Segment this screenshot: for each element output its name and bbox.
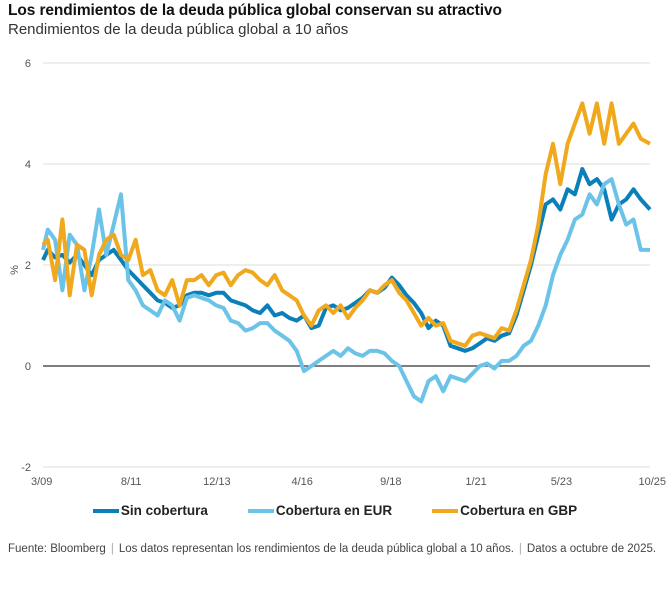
chart-title: Los rendimientos de la deuda pública glo…	[8, 2, 502, 19]
x-tick-label: 8/11	[121, 476, 142, 488]
legend-swatch	[92, 508, 119, 513]
date-text: Datos a octubre de 2025.	[526, 543, 657, 555]
legend: Sin cobertura Cobertura en EUR Cobertura…	[0, 503, 670, 518]
legend-label: Cobertura en GBP	[460, 503, 578, 518]
legend-item-cobertura-gbp: Cobertura en GBP	[432, 503, 577, 518]
x-tick-label: 12/13	[203, 476, 231, 488]
note-text: Los datos representan los rendimientos d…	[118, 543, 514, 555]
series-line-2	[41, 101, 651, 348]
x-axis-ticks: 3/09 8/11 12/13 4/16 9/18 1/21 5/23 10/25	[31, 476, 666, 488]
legend-item-sin-cobertura: Sin cobertura	[92, 503, 208, 518]
y-tick-label: 0	[25, 361, 31, 373]
separator: |	[110, 543, 114, 555]
x-tick-label: 1/21	[465, 476, 486, 488]
legend-item-cobertura-eur: Cobertura en EUR	[247, 503, 393, 518]
y-axis-ticks: -2 0 2 4 6	[21, 58, 31, 474]
y-tick-label: 2	[25, 260, 31, 272]
y-tick-label: 6	[25, 58, 31, 70]
line-chart: -2 0 2 4 6 3/09 8/11 12/13 4/16 9/18 1/21 5/23 10/2…	[9, 58, 666, 488]
separator: |	[518, 543, 522, 555]
legend-label: Sin cobertura	[120, 503, 208, 518]
series-line-1	[41, 177, 650, 404]
gridlines	[43, 62, 650, 468]
x-tick-label: 10/25	[638, 476, 666, 488]
x-tick-label: 9/18	[380, 476, 401, 488]
legend-swatch	[247, 508, 274, 513]
source-text: Fuente: Bloomberg	[8, 543, 106, 555]
x-tick-label: 5/23	[551, 476, 572, 488]
series-lines	[41, 101, 652, 404]
y-tick-label: -2	[21, 462, 31, 474]
y-axis-label: %	[9, 265, 21, 275]
chart-subtitle: Rendimientos de la deuda pública global …	[8, 21, 349, 38]
footer-note: Fuente: Bloomberg | Los datos representan …	[8, 541, 658, 557]
x-tick-label: 3/09	[31, 476, 52, 488]
y-tick-label: 4	[25, 159, 31, 171]
x-tick-label: 4/16	[291, 476, 312, 488]
legend-swatch	[432, 508, 459, 513]
legend-label: Cobertura en EUR	[275, 503, 393, 518]
